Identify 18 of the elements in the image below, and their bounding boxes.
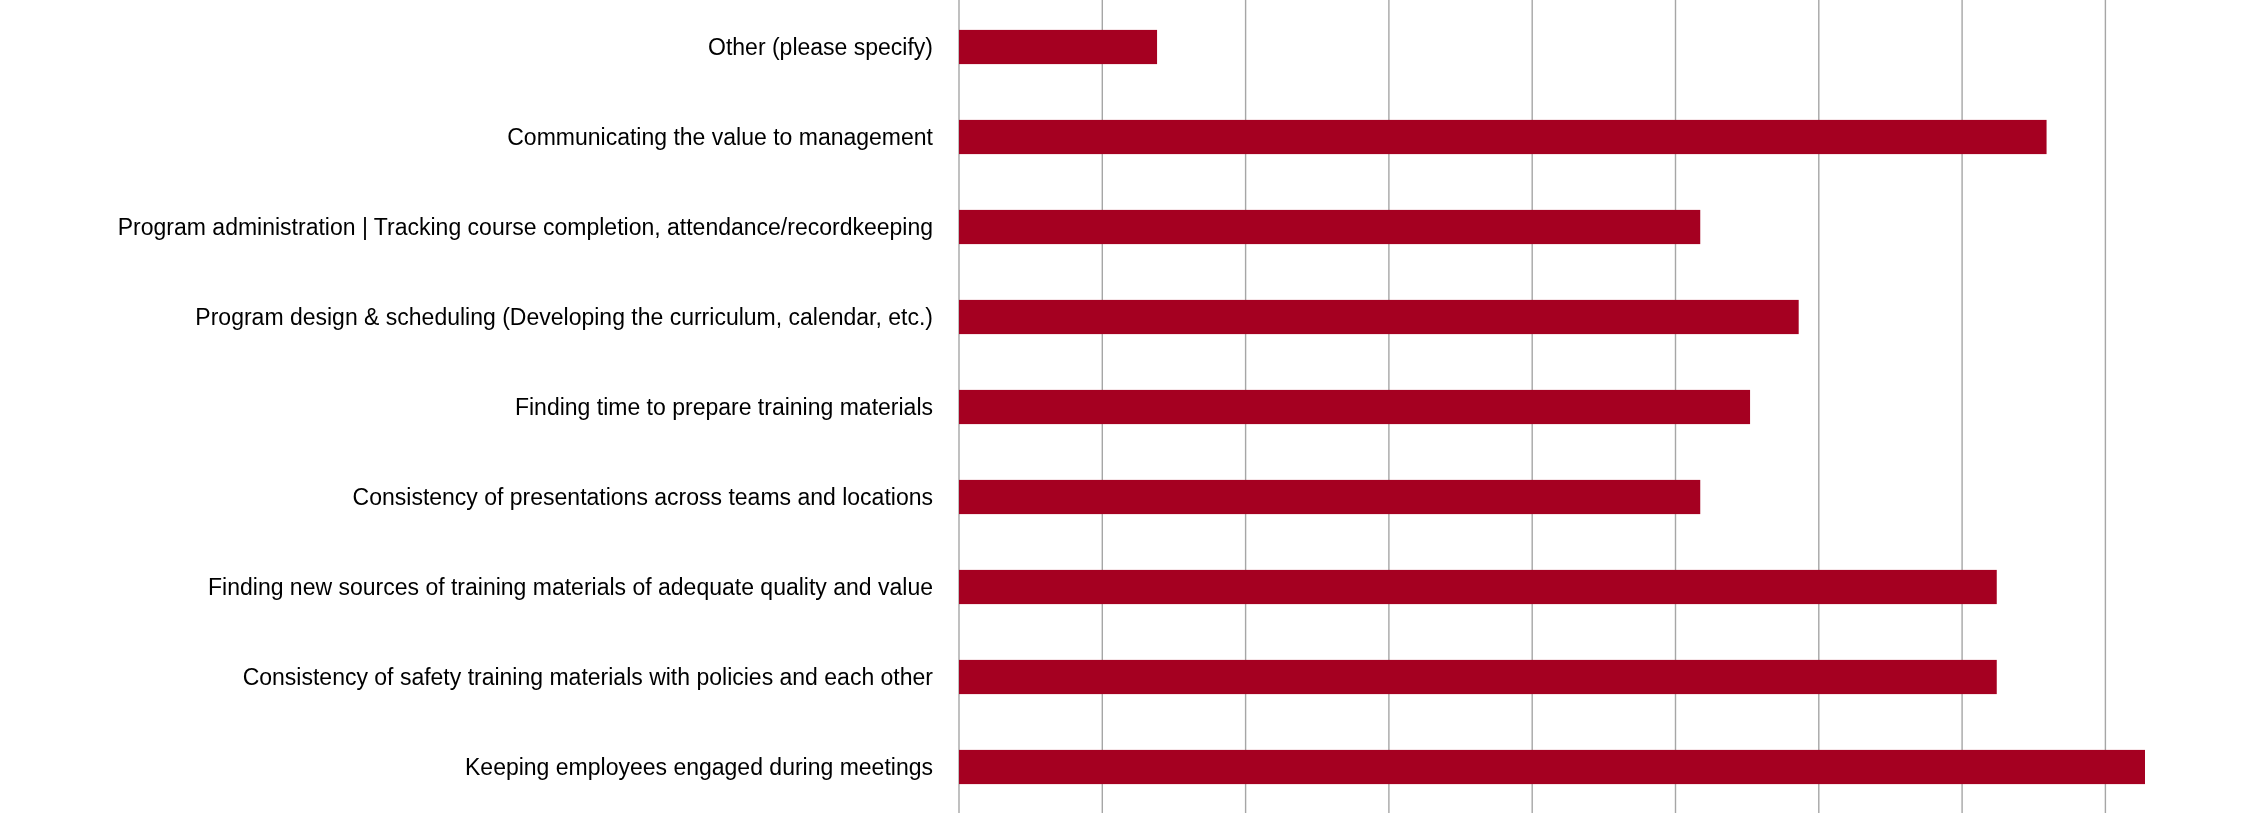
y-tick-label: Other (please specify) <box>708 34 933 60</box>
y-tick-label: Finding time to prepare training materials <box>514 394 933 420</box>
y-tick-label: Program design & scheduling (Developing the curriculum, calendar, etc.) <box>195 304 933 330</box>
y-tick-label: Keeping employees engaged during meetings <box>465 754 933 780</box>
bar <box>959 209 1701 245</box>
bar <box>959 659 1997 695</box>
bar <box>959 479 1701 515</box>
bar <box>959 749 2145 785</box>
bar <box>959 299 1799 335</box>
y-tick-label: Communicating the value to management <box>507 124 934 150</box>
bar <box>959 569 1997 605</box>
y-tick-label: Consistency of safety training materials with policies and each other <box>242 664 934 690</box>
bar <box>959 29 1158 65</box>
y-tick-label: Program administration | Tracking course completion, attendance/recordkeeping <box>117 214 933 240</box>
bar <box>959 389 1751 425</box>
y-tick-label: Finding new sources of training materials of adequate quality and value <box>208 574 933 600</box>
bar <box>959 119 2047 155</box>
y-tick-label: Consistency of presentations across teams and locations <box>352 484 933 510</box>
